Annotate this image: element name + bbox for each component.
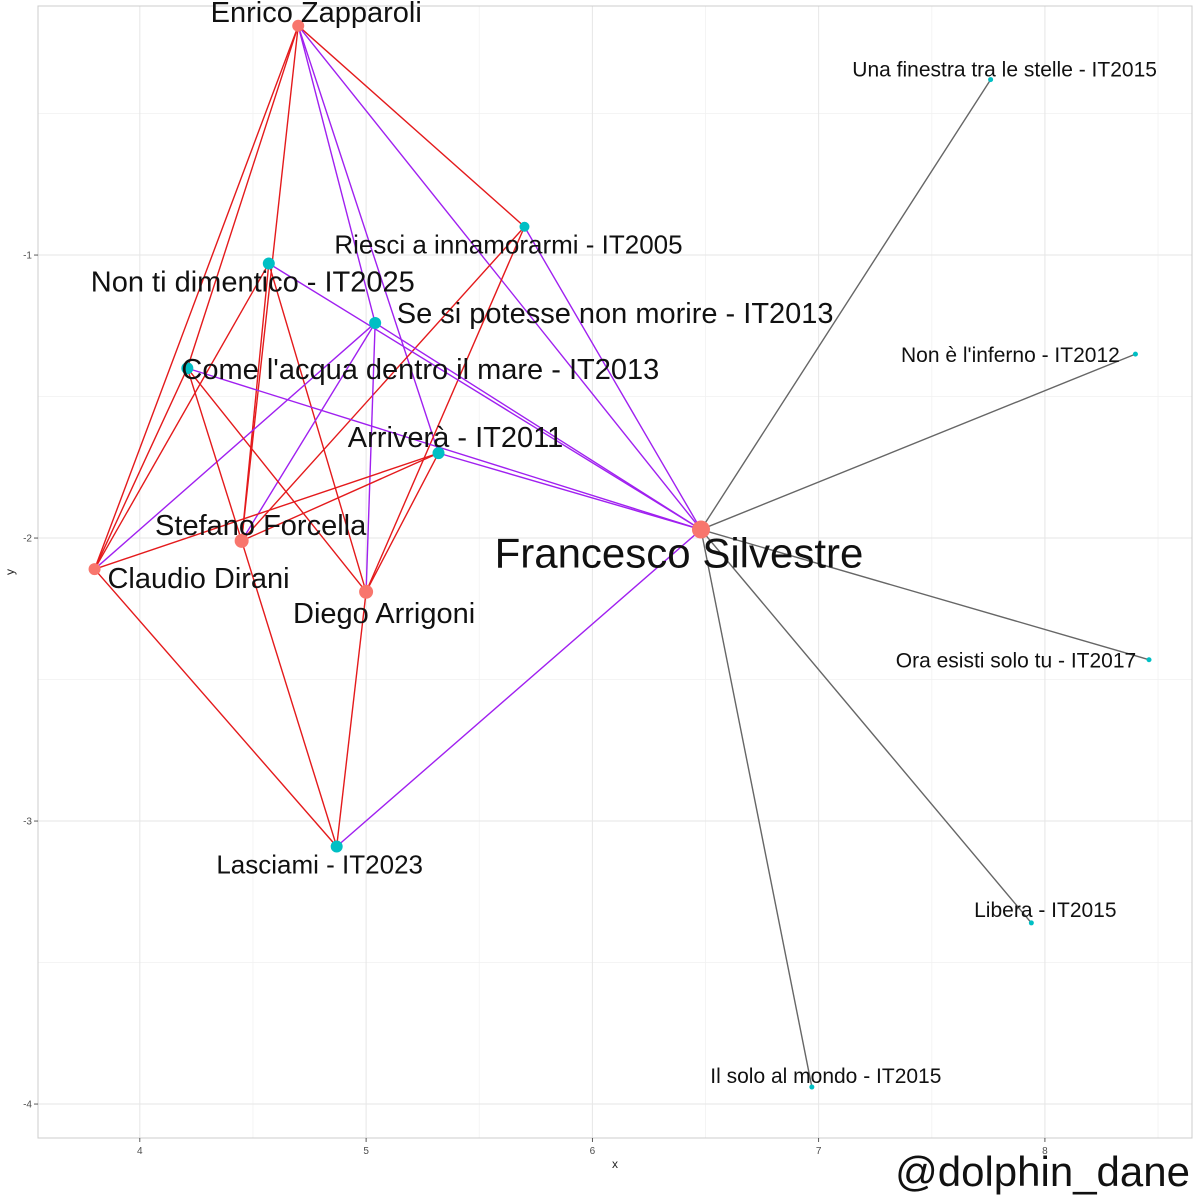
- grid: [38, 6, 1192, 1138]
- y-tick-label: -1: [23, 251, 32, 262]
- node-libera: [1028, 920, 1034, 926]
- node-claudio: [88, 563, 101, 576]
- edge-arrivera-francesco: [438, 452, 702, 531]
- edge-enrico-arrivera: [297, 25, 440, 454]
- edge-nontidim-francesco: [268, 262, 702, 531]
- edge-nontidim-claudio: [93, 263, 270, 570]
- node-riesci: [519, 221, 530, 232]
- edge-francesco-finestra: [700, 79, 992, 530]
- node-enrico: [292, 19, 305, 32]
- edge-enrico-claudio: [93, 25, 299, 570]
- edge-lasciami-claudio: [94, 568, 338, 847]
- edge-sesipot-diego: [365, 322, 376, 592]
- node-francesco: [691, 520, 710, 539]
- edge-comeacqua-francesco: [187, 367, 702, 531]
- x-axis-title: x: [612, 1157, 618, 1171]
- label-ora: Ora esisti solo tu - IT2017: [896, 650, 1136, 673]
- edges: [93, 25, 1150, 1088]
- edge-enrico-francesco: [297, 25, 702, 530]
- y-tick-label: -4: [23, 1100, 32, 1111]
- label-claudio: Claudio Dirani: [107, 563, 289, 595]
- edge-riesci-stefano: [241, 226, 526, 542]
- edge-arrivera-stefano: [241, 452, 439, 542]
- node-sesipot: [369, 316, 382, 329]
- edge-arrivera-claudio: [94, 452, 439, 570]
- node-finestra: [988, 77, 994, 83]
- watermark-handle: @dolphin_dane: [895, 1148, 1190, 1195]
- y-tick-label: -3: [23, 817, 32, 828]
- x-tick-label: 6: [590, 1146, 596, 1157]
- edge-lasciami-diego: [335, 591, 367, 847]
- edge-sesipot-claudio: [94, 322, 376, 570]
- edge-lasciami-stefano: [240, 540, 338, 847]
- edge-comeacqua-claudio: [93, 367, 188, 570]
- node-comeacqua: [181, 362, 194, 375]
- node-arrivera: [432, 447, 445, 460]
- label-riesci: Riesci a innamorarmi - IT2005: [334, 230, 682, 260]
- edge-francesco-noneinf: [700, 353, 1136, 531]
- label-arrivera: Arriverà - IT2011: [348, 422, 563, 454]
- node-lasciami: [330, 840, 343, 853]
- x-tick-label: 7: [816, 1146, 822, 1157]
- edge-comeacqua-diego: [186, 367, 367, 593]
- label-libera: Libera - IT2015: [974, 899, 1116, 922]
- edge-riesci-francesco: [523, 226, 702, 530]
- node-diego: [359, 584, 374, 599]
- edge-lasciami-francesco: [336, 529, 702, 848]
- x-tick-label: 8: [1042, 1146, 1048, 1157]
- node-labels: Enrico Zapparoli Stefano Forcella Claudio …: [91, 0, 1157, 1088]
- edge-francesco-libera: [700, 529, 1032, 924]
- edge-comeacqua-stefano: [186, 368, 243, 542]
- edge-nontidim-diego: [268, 263, 367, 593]
- node-nontidim: [262, 257, 275, 270]
- nodes: [88, 19, 1152, 1090]
- label-stefano: Stefano Forcella: [155, 510, 367, 542]
- edge-enrico-sesipot: [297, 25, 376, 324]
- label-enrico: Enrico Zapparoli: [211, 0, 422, 29]
- y-axis-title: y: [3, 569, 17, 575]
- edge-sesipot-francesco: [374, 322, 702, 531]
- label-finestra: Una finestra tra le stelle - IT2015: [852, 59, 1157, 82]
- edge-enrico-stefano: [240, 25, 299, 541]
- edge-francesco-ilsolo: [700, 529, 813, 1088]
- edge-sesipot-stefano: [241, 322, 376, 542]
- x-tick-label: 5: [363, 1146, 369, 1157]
- y-tick-label: -2: [23, 534, 32, 545]
- label-comeacqua: Come l'acqua dentro il mare - IT2013: [181, 354, 659, 386]
- x-tick-label: 4: [137, 1146, 143, 1157]
- edge-enrico-riesci: [297, 25, 525, 228]
- label-ilsolo: Il solo al mondo - IT2015: [710, 1065, 941, 1088]
- edge-nontidim-stefano: [240, 263, 270, 541]
- edge-arrivera-diego: [365, 452, 440, 593]
- edge-riesci-diego: [365, 226, 526, 593]
- label-nontidim: Non ti dimentico - IT2025: [91, 267, 415, 299]
- node-ilsolo: [809, 1084, 815, 1090]
- label-noneinf: Non è l'inferno - IT2012: [901, 344, 1120, 367]
- label-francesco: Francesco Silvestre: [495, 530, 864, 577]
- node-stefano: [234, 533, 249, 548]
- edge-enrico-comeacqua: [186, 25, 299, 369]
- node-noneinf: [1132, 351, 1138, 357]
- label-lasciami: Lasciami - IT2023: [216, 850, 423, 880]
- label-sesipot: Se si potesse non morire - IT2013: [397, 298, 834, 330]
- node-ora: [1146, 657, 1152, 663]
- edge-francesco-ora: [700, 528, 1150, 661]
- label-diego: Diego Arrigoni: [293, 598, 475, 630]
- axis-ticks: 4 5 6 7 8 -1 -2 -3 -4: [23, 251, 1048, 1157]
- plot-panel-border: [37, 5, 1193, 1139]
